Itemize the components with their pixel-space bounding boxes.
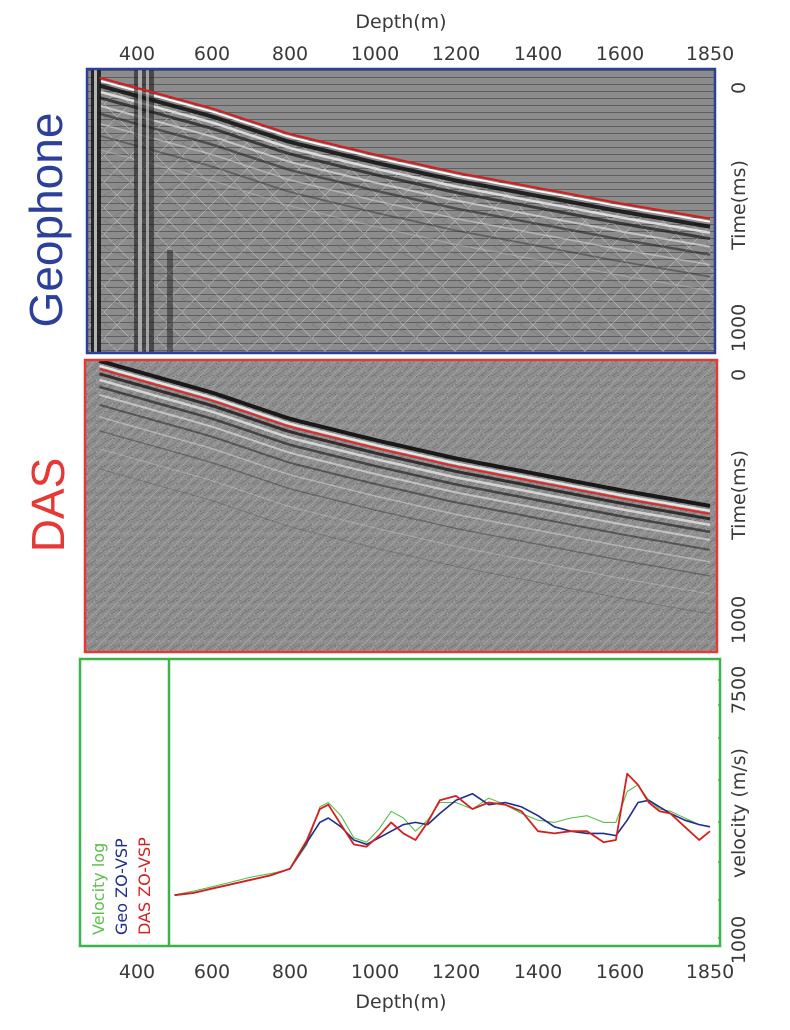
das-wave-band xyxy=(99,385,711,534)
bottom-tick-label: 1850 xyxy=(686,961,734,983)
geophone-wave-band xyxy=(98,83,711,229)
geophone-wave-bands xyxy=(98,79,711,292)
legend-das-zovsp: DAS ZO-VSP xyxy=(135,837,154,935)
bottom-tick-label: 1600 xyxy=(596,961,644,983)
velocity-series xyxy=(174,772,711,897)
das-wave-band xyxy=(99,416,711,563)
bottom-tick-label: 1000 xyxy=(351,961,399,983)
das-right-axis: 0 Time(ms) 1000 xyxy=(728,369,750,644)
geophone-right-axis: 0 Time(ms) 1000 xyxy=(728,82,750,352)
geophone-panel xyxy=(85,67,717,355)
das-wave-band xyxy=(99,378,711,527)
geophone-wave-band xyxy=(99,134,711,278)
das-noise xyxy=(86,361,716,651)
top-tick-label: 1200 xyxy=(432,43,480,65)
das-wave-band xyxy=(99,403,711,551)
legend-geo-zovsp: Geo ZO-VSP xyxy=(112,838,131,935)
velocity-axis-label: velocity (m/s) xyxy=(728,748,750,878)
velocity-right-ticks xyxy=(718,679,720,939)
das-wave-band xyxy=(99,468,711,615)
legend-velocity-log: Velocity log xyxy=(89,843,108,935)
geophone-label: Geophone xyxy=(20,113,72,328)
geophone-noise-column-3 xyxy=(167,250,173,352)
geophone-wave-band xyxy=(99,149,711,292)
top-tick-label: 1400 xyxy=(514,43,562,65)
geo-zovsp-line xyxy=(174,792,711,896)
das-panel xyxy=(83,358,719,654)
velocity-right-axis: 7500 velocity (m/s) 1000 xyxy=(728,666,750,964)
geophone-noise-column-2-light xyxy=(138,70,142,352)
das-wave-band xyxy=(99,372,711,521)
velocity-panel xyxy=(78,657,722,948)
geophone-noise-column-2-light-b xyxy=(146,70,149,352)
velocity-frame xyxy=(78,657,722,948)
top-tick-label: 600 xyxy=(194,43,230,65)
bottom-axis-ticks: 400 600 800 1000 1200 1400 1600 1850 xyxy=(119,961,734,983)
das-first-break-line xyxy=(99,367,711,515)
geophone-wave-band xyxy=(99,122,711,266)
geophone-wave-band xyxy=(99,96,711,241)
das-time-tick-1000: 1000 xyxy=(728,596,750,644)
geophone-time-tick-0: 0 xyxy=(728,82,750,94)
geophone-wave-band xyxy=(99,79,711,223)
das-wave-band xyxy=(99,364,711,513)
geophone-wavefield xyxy=(88,83,714,352)
top-tick-label: 400 xyxy=(119,43,155,65)
top-tick-label: 800 xyxy=(272,43,308,65)
legend: Velocity log Geo ZO-VSP DAS ZO-VSP xyxy=(89,837,154,935)
geophone-frame xyxy=(85,67,717,355)
geophone-time-tick-1000: 1000 xyxy=(728,304,750,352)
das-label: DAS xyxy=(22,458,74,553)
bottom-tick-label: 400 xyxy=(119,961,155,983)
geophone-wave-band xyxy=(99,104,711,248)
das-time-label: Time(ms) xyxy=(728,450,750,541)
das-wave-band xyxy=(99,393,711,541)
top-tick-label: 1850 xyxy=(686,43,734,65)
velocity-tick-1000: 1000 xyxy=(728,916,750,964)
bottom-tick-label: 600 xyxy=(194,961,230,983)
das-zovsp-line xyxy=(174,772,711,897)
top-axis-label: Depth(m) xyxy=(355,11,446,33)
bottom-axis-label: Depth(m) xyxy=(355,991,446,1013)
geophone-noise-column-2 xyxy=(134,70,154,352)
top-axis-ticks: 400 600 800 1000 1200 1400 1600 1850 xyxy=(119,43,734,65)
velocity-tick-7500: 7500 xyxy=(728,666,750,714)
das-time-tick-0: 0 xyxy=(728,369,750,381)
geophone-wave-band xyxy=(99,112,711,256)
geophone-noise-column-1-light xyxy=(94,70,97,352)
das-frame xyxy=(83,358,719,654)
das-wave-bands xyxy=(98,361,711,615)
bottom-tick-label: 1200 xyxy=(432,961,480,983)
das-wave-band xyxy=(99,448,711,595)
geophone-time-label: Time(ms) xyxy=(728,160,750,251)
geophone-wave-band xyxy=(99,90,711,234)
bottom-tick-label: 800 xyxy=(272,961,308,983)
geophone-first-break-line xyxy=(99,76,711,220)
top-tick-label: 1000 xyxy=(351,43,399,65)
top-tick-label: 1600 xyxy=(596,43,644,65)
das-wave-band xyxy=(98,361,711,508)
bottom-tick-label: 1400 xyxy=(514,961,562,983)
das-wave-band xyxy=(99,430,711,577)
